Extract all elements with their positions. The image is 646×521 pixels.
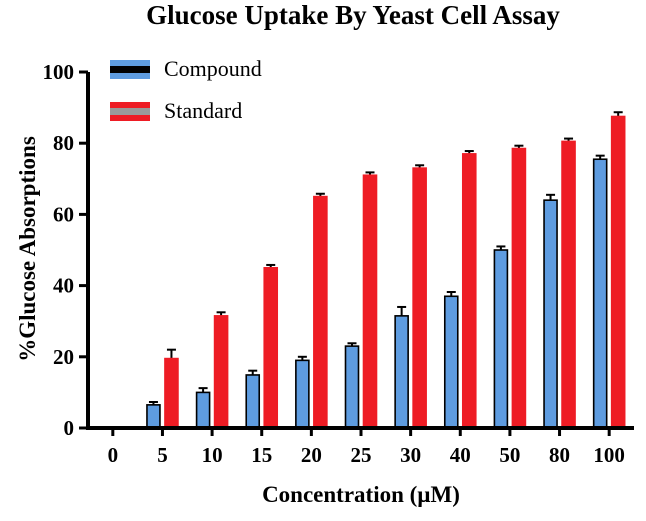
bar-standard-100	[610, 115, 626, 429]
bar-compound-5	[146, 404, 161, 429]
x-tick-label: 50	[499, 443, 520, 467]
bar-standard-15	[263, 266, 279, 429]
y-tick-label: 20	[53, 345, 74, 369]
legend: Compound Standard	[110, 56, 262, 124]
legend-label-compound: Compound	[164, 56, 262, 81]
x-tick-label: 5	[157, 443, 168, 467]
y-tick-label: 60	[53, 202, 74, 226]
x-axis-label: Concentration (µM)	[262, 482, 460, 507]
bar-standard-25	[362, 174, 378, 429]
y-tick-label: 40	[53, 274, 74, 298]
bar-standard-50	[511, 147, 527, 429]
bar-standard-10	[213, 315, 229, 429]
bar-standard-20	[313, 195, 328, 429]
x-tick-label: 80	[549, 443, 570, 467]
x-tick-label: 25	[351, 443, 372, 467]
bar-standard-30	[412, 167, 427, 429]
legend-item-standard: Standard	[110, 98, 262, 124]
bar-compound-30	[394, 315, 409, 429]
compound-swatch-icon	[110, 59, 150, 79]
bar-compound-40	[443, 295, 459, 429]
x-tick-label: 15	[251, 443, 272, 467]
bar-compound-20	[295, 359, 310, 429]
standard-swatch-icon	[110, 101, 150, 121]
x-tick-label: 0	[108, 443, 119, 467]
y-tick-label: 0	[64, 416, 75, 440]
x-tick-label: 10	[202, 443, 223, 467]
bar-compound-25	[344, 345, 360, 429]
bar-standard-80	[561, 140, 576, 429]
bar-standard-5	[164, 357, 179, 429]
x-tick-label: 20	[301, 443, 322, 467]
x-tick-label: 30	[400, 443, 421, 467]
y-tick-label: 100	[43, 60, 75, 84]
bar-compound-80	[543, 199, 558, 429]
legend-label-standard: Standard	[164, 98, 243, 123]
bar-compound-100	[592, 158, 608, 429]
bar-compound-15	[245, 374, 261, 429]
bar-standard-40	[461, 153, 477, 429]
bar-compound-50	[493, 249, 509, 429]
x-tick-label: 100	[593, 443, 625, 467]
y-tick-label: 80	[53, 131, 74, 155]
bar-compound-10	[195, 391, 211, 429]
chart-title: Glucose Uptake By Yeast Cell Assay	[146, 0, 560, 30]
legend-item-compound: Compound	[110, 56, 262, 82]
x-tick-label: 40	[450, 443, 471, 467]
